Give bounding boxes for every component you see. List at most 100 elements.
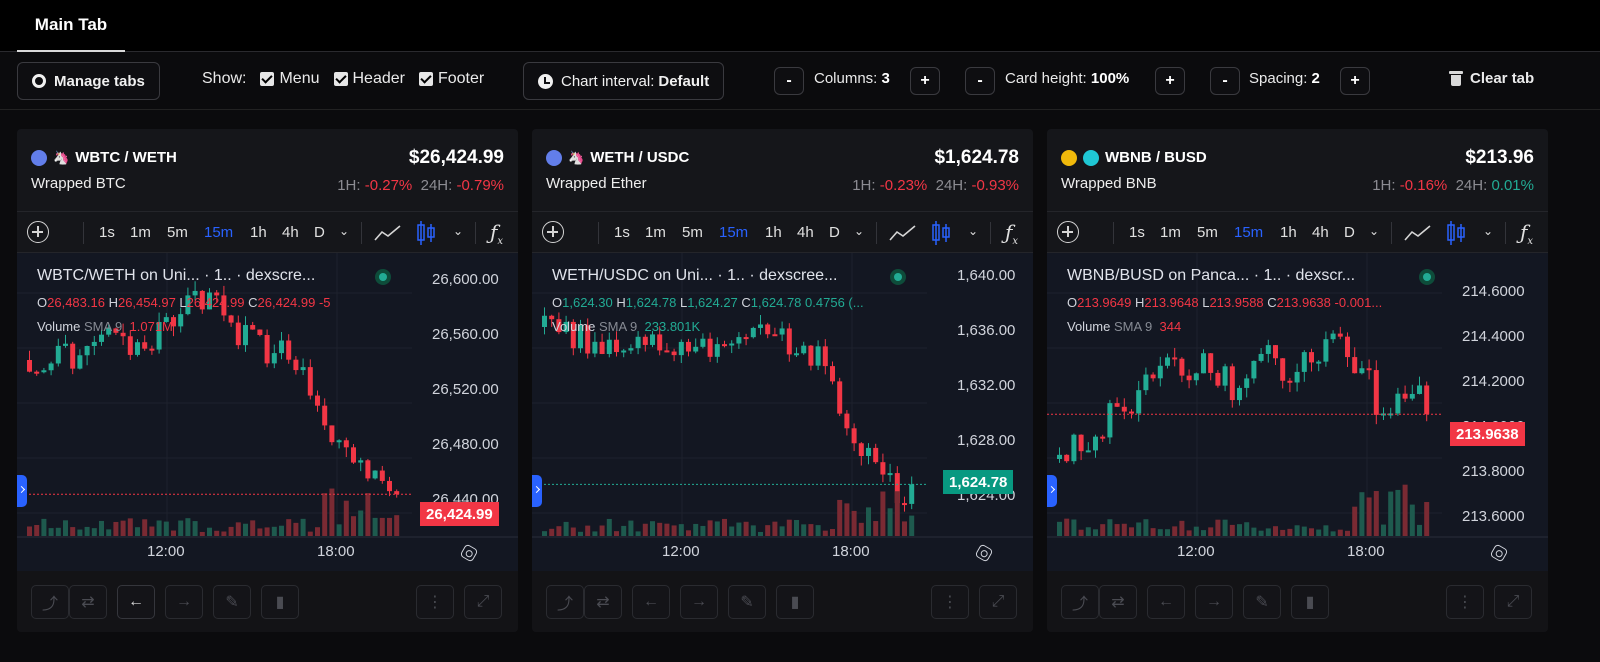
chart-toolbar: 1s 1m 5m 15m 1h 4h D ⌄ ⌄ ƒx bbox=[17, 211, 518, 253]
trash-icon[interactable]: ▮ bbox=[776, 585, 814, 619]
expand-sidebar-handle[interactable] bbox=[1047, 475, 1057, 507]
interval-4h[interactable]: 4h bbox=[797, 224, 814, 241]
spacing-plus-button[interactable]: + bbox=[1340, 67, 1370, 95]
interval-D[interactable]: D bbox=[314, 224, 325, 241]
interval-1m[interactable]: 1m bbox=[130, 224, 151, 241]
volume-bar bbox=[106, 529, 112, 536]
columns-plus-button[interactable]: + bbox=[910, 67, 940, 95]
card-header[interactable]: WBNB / BUSD Wrapped BNB $213.96 1H: -0.1… bbox=[1047, 129, 1548, 211]
line-chart-icon[interactable] bbox=[889, 224, 917, 242]
candle-body bbox=[1100, 436, 1106, 439]
chart-type-icon[interactable]: ⤴ bbox=[1061, 585, 1099, 619]
arrow-left-icon[interactable]: ← bbox=[117, 585, 155, 619]
interval-1h[interactable]: 1h bbox=[765, 224, 782, 241]
arrow-right-icon[interactable]: → bbox=[165, 585, 203, 619]
interval-D[interactable]: D bbox=[829, 224, 840, 241]
add-symbol-icon[interactable] bbox=[542, 221, 564, 243]
arrow-right-icon[interactable]: → bbox=[1195, 585, 1233, 619]
fullscreen-icon[interactable]: ⤢ bbox=[464, 585, 502, 619]
candles-icon[interactable] bbox=[416, 220, 436, 246]
candle-body bbox=[1251, 360, 1257, 379]
arrow-left-icon[interactable]: ← bbox=[1147, 585, 1185, 619]
chevron-down-icon[interactable]: ⌄ bbox=[1483, 224, 1494, 238]
expand-sidebar-handle[interactable] bbox=[532, 475, 542, 507]
trash-icon[interactable]: ▮ bbox=[261, 585, 299, 619]
chevron-down-icon[interactable]: ⌄ bbox=[854, 224, 865, 238]
trash-icon[interactable]: ▮ bbox=[1291, 585, 1329, 619]
chevron-down-icon[interactable]: ⌄ bbox=[1369, 224, 1380, 238]
volume-bar bbox=[41, 518, 47, 536]
line-chart-icon[interactable] bbox=[374, 224, 402, 242]
price-chart[interactable]: WETH/USDC on Uni... · 1.. · dexscree... … bbox=[532, 253, 1033, 571]
interval-15m[interactable]: 15m bbox=[719, 224, 749, 241]
price-changes: 1H: -0.27% 24H: -0.79% bbox=[337, 177, 504, 194]
show-header-checkbox[interactable]: Header bbox=[333, 70, 405, 88]
clear-tab-button[interactable]: Clear tab bbox=[1449, 70, 1534, 87]
add-symbol-icon[interactable] bbox=[27, 221, 49, 243]
swap-icon[interactable]: ⇄ bbox=[584, 585, 622, 619]
indicators-fx-icon[interactable]: ƒx bbox=[1520, 220, 1534, 247]
more-vertical-icon[interactable]: ⋮ bbox=[416, 585, 454, 619]
card-header[interactable]: 🦄 WETH / USDC Wrapped Ether $1,624.78 1H:… bbox=[532, 129, 1033, 211]
interval-1s[interactable]: 1s bbox=[99, 224, 115, 241]
interval-1s[interactable]: 1s bbox=[614, 224, 630, 241]
show-menu-checkbox[interactable]: Menu bbox=[260, 70, 320, 88]
indicators-fx-icon[interactable]: ƒx bbox=[490, 220, 504, 247]
expand-sidebar-handle[interactable] bbox=[17, 475, 27, 507]
interval-4h[interactable]: 4h bbox=[1312, 224, 1329, 241]
interval-1s[interactable]: 1s bbox=[1129, 224, 1145, 241]
chevron-down-icon[interactable]: ⌄ bbox=[968, 224, 979, 238]
columns-minus-button[interactable]: - bbox=[774, 67, 804, 95]
add-symbol-icon[interactable] bbox=[1057, 221, 1079, 243]
candlestick-plot[interactable] bbox=[532, 253, 1033, 571]
swap-icon[interactable]: ⇄ bbox=[1099, 585, 1137, 619]
chart-interval-button[interactable]: Chart interval: Default bbox=[523, 62, 725, 100]
interval-15m[interactable]: 15m bbox=[204, 224, 234, 241]
interval-4h[interactable]: 4h bbox=[282, 224, 299, 241]
fullscreen-icon[interactable]: ⤢ bbox=[1494, 585, 1532, 619]
pencil-icon[interactable]: ✎ bbox=[1243, 585, 1281, 619]
chevron-down-icon[interactable]: ⌄ bbox=[453, 224, 464, 238]
fullscreen-icon[interactable]: ⤢ bbox=[979, 585, 1017, 619]
candle-body bbox=[873, 447, 879, 463]
interval-1m[interactable]: 1m bbox=[1160, 224, 1181, 241]
candlestick-plot[interactable] bbox=[17, 253, 518, 571]
spacing-minus-button[interactable]: - bbox=[1210, 67, 1240, 95]
interval-5m[interactable]: 5m bbox=[1197, 224, 1218, 241]
interval-1h[interactable]: 1h bbox=[250, 224, 267, 241]
tab-main[interactable]: Main Tab bbox=[17, 0, 125, 52]
card-header[interactable]: 🦄 WBTC / WETH Wrapped BTC $26,424.99 1H: … bbox=[17, 129, 518, 211]
more-vertical-icon[interactable]: ⋮ bbox=[931, 585, 969, 619]
manage-tabs-button[interactable]: Manage tabs bbox=[17, 62, 160, 100]
chevron-down-icon[interactable]: ⌄ bbox=[339, 224, 350, 238]
arrow-left-icon[interactable]: ← bbox=[632, 585, 670, 619]
divider bbox=[598, 222, 599, 244]
interval-5m[interactable]: 5m bbox=[682, 224, 703, 241]
interval-1m[interactable]: 1m bbox=[645, 224, 666, 241]
arrow-right-icon[interactable]: → bbox=[680, 585, 718, 619]
show-footer-checkbox[interactable]: Footer bbox=[418, 70, 484, 88]
candles-icon[interactable] bbox=[1446, 220, 1466, 246]
price-chart[interactable]: WBNB/BUSD on Panca... · 1.. · dexscr... … bbox=[1047, 253, 1548, 571]
volume-bar bbox=[55, 527, 61, 536]
interval-5m[interactable]: 5m bbox=[167, 224, 188, 241]
chart-type-icon[interactable]: ⤴ bbox=[31, 585, 69, 619]
change-1h: -0.16% bbox=[1399, 177, 1448, 194]
card-height-plus-button[interactable]: + bbox=[1155, 67, 1185, 95]
indicators-fx-icon[interactable]: ƒx bbox=[1005, 220, 1019, 247]
volume-bar bbox=[372, 517, 378, 536]
chart-type-icon[interactable]: ⤴ bbox=[546, 585, 584, 619]
candlestick-plot[interactable] bbox=[1047, 253, 1548, 571]
card-height-minus-button[interactable]: - bbox=[965, 67, 995, 95]
more-vertical-icon[interactable]: ⋮ bbox=[1446, 585, 1484, 619]
interval-D[interactable]: D bbox=[1344, 224, 1355, 241]
candles-icon[interactable] bbox=[931, 220, 951, 246]
pencil-icon[interactable]: ✎ bbox=[728, 585, 766, 619]
swap-icon[interactable]: ⇄ bbox=[69, 585, 107, 619]
interval-1h[interactable]: 1h bbox=[1280, 224, 1297, 241]
interval-15m[interactable]: 15m bbox=[1234, 224, 1264, 241]
pencil-icon[interactable]: ✎ bbox=[213, 585, 251, 619]
line-chart-icon[interactable] bbox=[1404, 224, 1432, 242]
volume-bar bbox=[1057, 521, 1062, 536]
price-chart[interactable]: WBTC/WETH on Uni... · 1.. · dexscre... O… bbox=[17, 253, 518, 571]
